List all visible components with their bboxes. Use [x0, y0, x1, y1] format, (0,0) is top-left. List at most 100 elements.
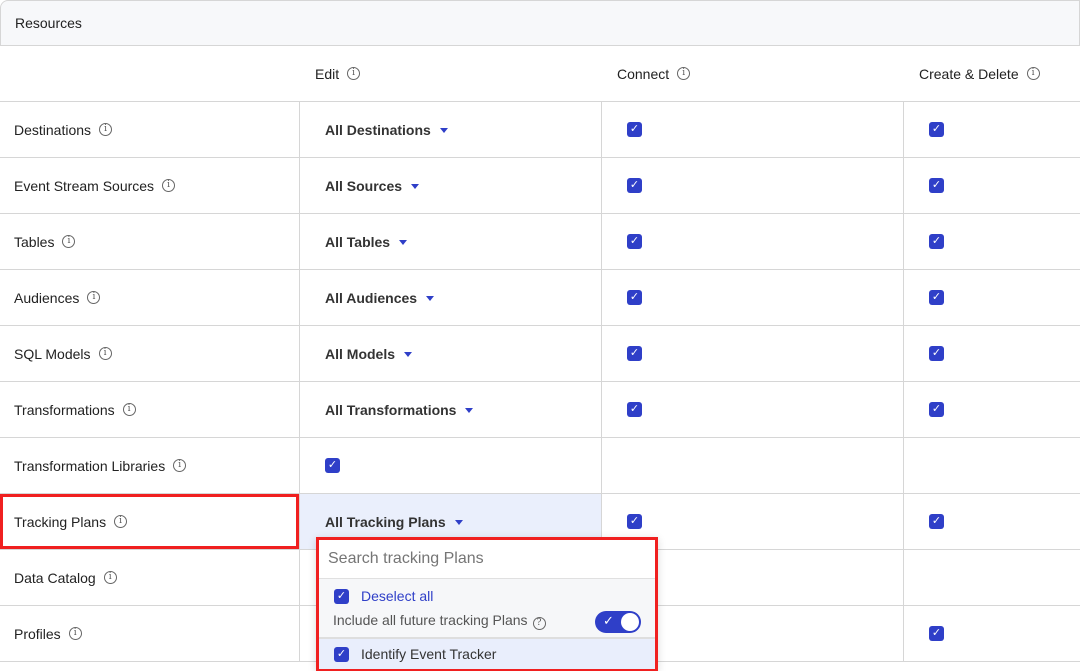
caret-down-icon — [454, 520, 463, 526]
edit-dropdown[interactable]: All Sources — [325, 178, 420, 194]
info-icon[interactable]: i — [99, 123, 113, 136]
resource-name: Profiles i — [0, 606, 299, 661]
create-delete-checkbox[interactable]: ✓ — [929, 514, 944, 529]
info-icon[interactable]: i — [1026, 67, 1040, 80]
checkbox[interactable]: ✓ — [334, 646, 349, 662]
info-icon[interactable]: i — [68, 627, 82, 640]
checkbox[interactable]: ✓ — [334, 588, 349, 604]
select-options: ✓ Deselect all Include all future trackin… — [319, 578, 655, 639]
tracking-plans-dropdown: ✓ Deselect all Include all future trackin… — [316, 537, 658, 671]
include-future-toggle[interactable]: ✓ — [595, 611, 641, 633]
connect-cell — [601, 438, 903, 493]
info-icon[interactable]: i — [162, 179, 176, 192]
create-delete-cell: ✓ — [903, 326, 1080, 381]
info-icon[interactable]: i — [98, 347, 112, 360]
edit-dropdown[interactable]: All Models — [325, 346, 413, 362]
create-delete-checkbox[interactable]: ✓ — [929, 122, 944, 137]
resource-name: Transformations i — [0, 382, 299, 437]
create-delete-cell: ✓ — [903, 494, 1080, 549]
help-icon[interactable]: ? — [532, 617, 546, 630]
table-row: SQL Models i All Models ✓ ✓ — [0, 326, 1080, 382]
connect-cell: ✓ — [601, 158, 903, 213]
info-icon[interactable]: i — [677, 67, 691, 80]
connect-checkbox[interactable]: ✓ — [627, 514, 642, 529]
info-icon[interactable]: i — [103, 571, 117, 584]
table-row: Transformations i All Transformations ✓ ✓ — [0, 382, 1080, 438]
search-input[interactable] — [319, 540, 655, 578]
caret-down-icon — [465, 408, 474, 414]
create-delete-checkbox[interactable]: ✓ — [929, 346, 944, 361]
edit-dropdown[interactable]: All Destinations — [325, 122, 448, 138]
create-delete-checkbox[interactable]: ✓ — [929, 402, 944, 417]
list-item[interactable]: ✓ Identify Event Tracker — [319, 639, 655, 669]
caret-down-icon — [399, 240, 408, 246]
connect-checkbox[interactable]: ✓ — [627, 402, 642, 417]
edit-dropdown[interactable]: All Audiences — [325, 290, 435, 306]
info-icon[interactable]: i — [114, 515, 128, 528]
create-delete-cell: ✓ — [903, 158, 1080, 213]
connect-cell: ✓ — [601, 382, 903, 437]
connect-cell: ✓ — [601, 326, 903, 381]
create-delete-checkbox[interactable]: ✓ — [929, 626, 944, 641]
resources-title: Resources — [0, 0, 1080, 46]
resource-name: Tables i — [0, 214, 299, 269]
deselect-all-link[interactable]: Deselect all — [361, 588, 434, 604]
caret-down-icon — [411, 184, 420, 190]
connect-cell: ✓ — [601, 494, 903, 549]
column-header-row: Edit i Connect i Create & Delete i — [0, 46, 1080, 102]
create-delete-cell: ✓ — [903, 606, 1080, 661]
edit-cell: All Sources — [299, 158, 601, 213]
edit-cell: All Transformations — [299, 382, 601, 437]
header-create-delete: Create & Delete i — [903, 46, 1080, 101]
edit-dropdown[interactable]: All Tables — [325, 234, 408, 250]
table-row: Transformation Libraries i ✓ — [0, 438, 1080, 494]
edit-cell: ✓ — [299, 438, 601, 493]
create-delete-checkbox[interactable]: ✓ — [929, 290, 944, 305]
edit-cell — [299, 550, 601, 605]
create-delete-checkbox[interactable]: ✓ — [929, 234, 944, 249]
connect-checkbox[interactable]: ✓ — [627, 234, 642, 249]
table-row: Destinations i All Destinations ✓ ✓ — [0, 102, 1080, 158]
edit-dropdown[interactable]: All Transformations — [325, 402, 474, 418]
header-edit: Edit i — [299, 46, 601, 101]
create-delete-cell: ✓ — [903, 214, 1080, 269]
create-delete-cell — [903, 550, 1080, 605]
resource-name: Transformation Libraries i — [0, 438, 299, 493]
connect-checkbox[interactable]: ✓ — [627, 122, 642, 137]
create-delete-cell: ✓ — [903, 270, 1080, 325]
include-future-label: Include all future tracking Plans? — [319, 604, 655, 630]
resource-name: SQL Models i — [0, 326, 299, 381]
connect-cell: ✓ — [601, 270, 903, 325]
resource-name: Data Catalog i — [0, 550, 299, 605]
edit-cell: All Audiences — [299, 270, 601, 325]
info-icon[interactable]: i — [347, 67, 361, 80]
caret-down-icon — [439, 128, 448, 134]
resource-name: Audiences i — [0, 270, 299, 325]
edit-dropdown[interactable]: All Tracking Plans — [325, 514, 463, 530]
caret-down-icon — [404, 352, 413, 358]
caret-down-icon — [426, 296, 435, 302]
resource-name: Destinations i — [0, 102, 299, 157]
info-icon[interactable]: i — [87, 291, 101, 304]
table-row: Tables i All Tables ✓ ✓ — [0, 214, 1080, 270]
info-icon[interactable]: i — [173, 459, 187, 472]
create-delete-cell: ✓ — [903, 382, 1080, 437]
info-icon[interactable]: i — [122, 403, 136, 416]
edit-cell — [299, 606, 601, 661]
edit-cell: All Destinations — [299, 102, 601, 157]
deselect-all-row[interactable]: ✓ Deselect all — [319, 579, 655, 604]
edit-checkbox[interactable]: ✓ — [325, 458, 340, 473]
edit-cell: All Tables — [299, 214, 601, 269]
check-icon: ✓ — [603, 613, 614, 628]
connect-cell: ✓ — [601, 102, 903, 157]
resource-name: Event Stream Sources i — [0, 158, 299, 213]
create-delete-cell — [903, 438, 1080, 493]
connect-checkbox[interactable]: ✓ — [627, 346, 642, 361]
create-delete-checkbox[interactable]: ✓ — [929, 178, 944, 193]
header-connect: Connect i — [601, 46, 903, 101]
connect-cell: ✓ — [601, 214, 903, 269]
connect-checkbox[interactable]: ✓ — [627, 178, 642, 193]
connect-checkbox[interactable]: ✓ — [627, 290, 642, 305]
info-icon[interactable]: i — [62, 235, 76, 248]
table-row: Event Stream Sources i All Sources ✓ ✓ — [0, 158, 1080, 214]
